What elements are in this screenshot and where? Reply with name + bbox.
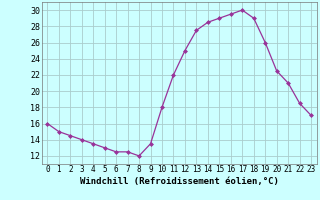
X-axis label: Windchill (Refroidissement éolien,°C): Windchill (Refroidissement éolien,°C) (80, 177, 279, 186)
